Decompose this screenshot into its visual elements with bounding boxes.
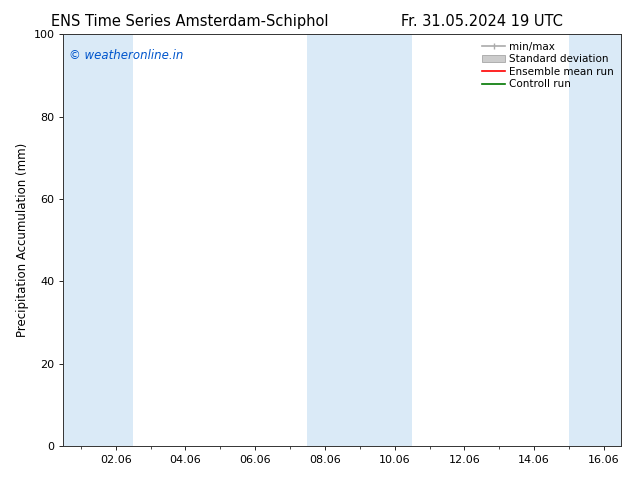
Bar bbox=[307, 34, 412, 446]
Text: © weatheronline.in: © weatheronline.in bbox=[69, 49, 183, 62]
Y-axis label: Precipitation Accumulation (mm): Precipitation Accumulation (mm) bbox=[16, 143, 29, 337]
Text: Fr. 31.05.2024 19 UTC: Fr. 31.05.2024 19 UTC bbox=[401, 14, 563, 29]
Legend: min/max, Standard deviation, Ensemble mean run, Controll run: min/max, Standard deviation, Ensemble me… bbox=[480, 40, 616, 92]
Bar bbox=[63, 34, 133, 446]
Bar bbox=[569, 34, 621, 446]
Text: ENS Time Series Amsterdam-Schiphol: ENS Time Series Amsterdam-Schiphol bbox=[51, 14, 329, 29]
